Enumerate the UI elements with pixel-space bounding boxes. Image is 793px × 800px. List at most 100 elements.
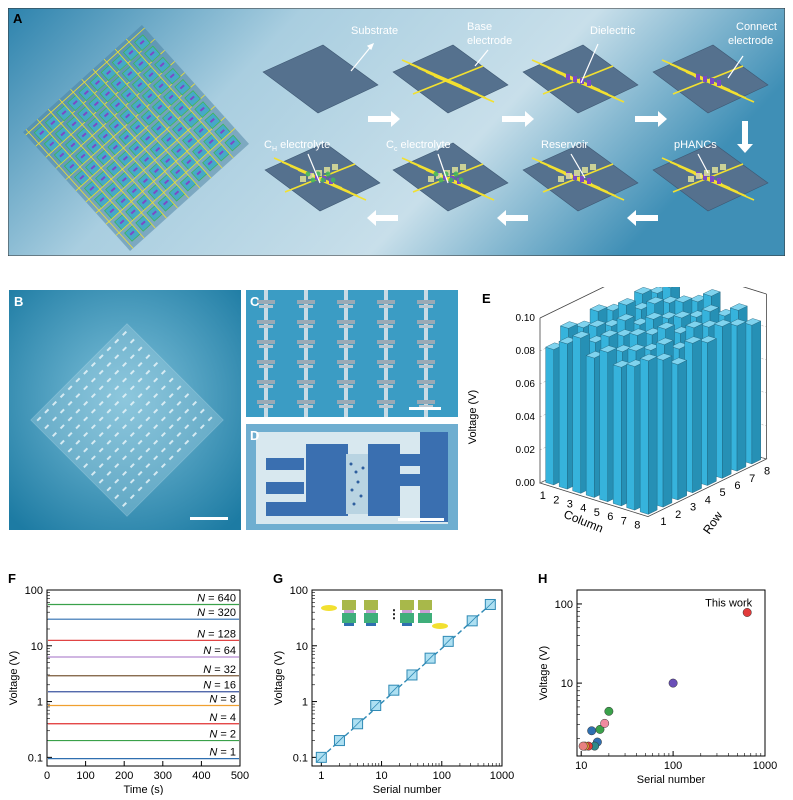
panel-b: B — [9, 290, 241, 530]
h-xtick: 100 — [664, 760, 682, 772]
cell-top-icon — [418, 600, 432, 610]
e-ylabel: Voltage (V) — [467, 390, 479, 444]
h-point — [604, 706, 614, 716]
g-ytick: 0.1 — [293, 752, 308, 764]
f-series-label: N = 1 — [209, 747, 236, 759]
cell-bottom-icon — [364, 613, 378, 623]
panel-c-label: C — [250, 294, 260, 309]
e-row-tick: 5 — [720, 487, 726, 499]
process-step-8 — [264, 142, 381, 212]
e-column-tick: 8 — [634, 520, 640, 532]
f-ytick: 100 — [25, 585, 43, 597]
g-point — [333, 735, 345, 747]
panel-f-label: F — [8, 571, 16, 586]
g-ytick: 10 — [296, 641, 308, 653]
process-step-4 — [652, 44, 769, 114]
g-point — [370, 700, 382, 712]
g-point — [466, 615, 478, 627]
e-bar — [743, 318, 762, 465]
e-ytick: 0.10 — [516, 313, 536, 324]
g-point — [406, 669, 418, 681]
panel-a: A Substrate Base electrode Dielectric Co… — [7, 7, 786, 257]
e-row-tick: 1 — [660, 516, 666, 528]
cell-top-icon — [342, 600, 356, 610]
f-ytick: 10 — [31, 641, 43, 653]
plot-frame — [46, 589, 241, 767]
e-bar — [713, 319, 732, 479]
e-row-tick: 2 — [675, 509, 681, 521]
arrow-left-icon — [627, 210, 658, 226]
cell-top-icon — [400, 600, 414, 610]
e-ytick: 0.00 — [516, 478, 536, 489]
battery-terminal-icon — [432, 623, 448, 629]
g-ytick: 1 — [302, 697, 308, 709]
arrow-right-icon — [368, 111, 400, 127]
g-xlabel: Serial number — [373, 784, 442, 795]
arrow-right-icon — [635, 111, 667, 127]
e-bar — [654, 353, 673, 508]
g-point — [352, 718, 364, 730]
f-series-label: N = 64 — [203, 645, 236, 657]
f-xtick: 100 — [76, 770, 94, 782]
step-labels: Substrate Base electrode Dielectric Conn… — [264, 21, 777, 153]
f-ylabel: Voltage (V) — [8, 651, 20, 705]
process-step-6 — [522, 142, 639, 212]
cell-membrane-icon — [420, 610, 430, 613]
e-ytick: 0.04 — [516, 412, 536, 423]
process-step-7 — [392, 142, 509, 212]
cell-base-icon — [402, 623, 412, 626]
line-chart: F 0.1 1 10 100 0 100 200 300 400 500 N = 640 N = 32… — [8, 571, 249, 796]
h-point — [742, 608, 752, 617]
scale-bar — [398, 518, 444, 521]
photo-device-array: B — [9, 290, 241, 530]
f-series-label: N = 640 — [197, 592, 236, 604]
panel-e-label: E — [482, 291, 491, 306]
label-substrate: Substrate — [351, 25, 398, 37]
process-step-1 — [262, 44, 379, 114]
cell-bottom-icon — [400, 613, 414, 623]
g-xtick: 100 — [433, 770, 451, 782]
e-column-tick: 1 — [540, 490, 546, 502]
g-fit-line — [320, 603, 491, 758]
cell-bottom-icon — [418, 613, 432, 623]
scatter-chart-h: H 10 100 10 100 1000 This work Serial number Vo… — [538, 571, 777, 786]
plot-frame — [311, 589, 503, 767]
h-ytick: 100 — [555, 599, 573, 611]
panel-g-label: G — [273, 571, 283, 586]
label-reservoir: Reservoir — [541, 139, 588, 151]
label-cc-electrolyte: Cc electrolyte — [386, 139, 451, 153]
f-xlabel: Time (s) — [124, 784, 164, 795]
h-point — [668, 678, 678, 688]
g-inset-diagram: ⋮ — [321, 600, 448, 629]
e-ytick: 0.06 — [516, 379, 536, 390]
cell-membrane-icon — [344, 610, 354, 613]
cell-base-icon — [366, 623, 376, 626]
f-ytick: 1 — [37, 697, 43, 709]
micrograph-columns-pattern — [257, 290, 435, 417]
panel-a-label: A — [13, 11, 23, 26]
h-ytick: 10 — [561, 678, 573, 690]
panel-d: D — [246, 424, 458, 530]
f-series-label: N = 4 — [209, 712, 236, 724]
e-row-tick: 6 — [734, 480, 740, 492]
g-point — [388, 684, 400, 696]
g-xtick: 10 — [375, 770, 387, 782]
panel-h: H 10 100 10 100 1000 This work Serial number Vo… — [535, 570, 785, 795]
e-column-tick: 3 — [567, 499, 573, 511]
cell-membrane-icon — [402, 610, 412, 613]
label-dielectric: Dielectric — [590, 25, 636, 37]
f-ytick: 0.1 — [28, 752, 43, 764]
g-point — [484, 598, 496, 610]
f-xtick: 0 — [44, 770, 50, 782]
f-series-label: N = 32 — [203, 664, 236, 676]
f-series-label: N = 2 — [209, 729, 236, 741]
h-point — [578, 741, 588, 751]
e-column-tick: 7 — [621, 515, 627, 527]
label-connect-electrode-2: electrode — [728, 35, 773, 47]
e-column-tick: 6 — [607, 511, 613, 523]
f-series-label: N = 8 — [209, 694, 236, 706]
g-point — [424, 652, 436, 664]
e-bar — [669, 357, 688, 501]
e-bar — [684, 336, 703, 494]
f-xtick: 300 — [154, 770, 172, 782]
